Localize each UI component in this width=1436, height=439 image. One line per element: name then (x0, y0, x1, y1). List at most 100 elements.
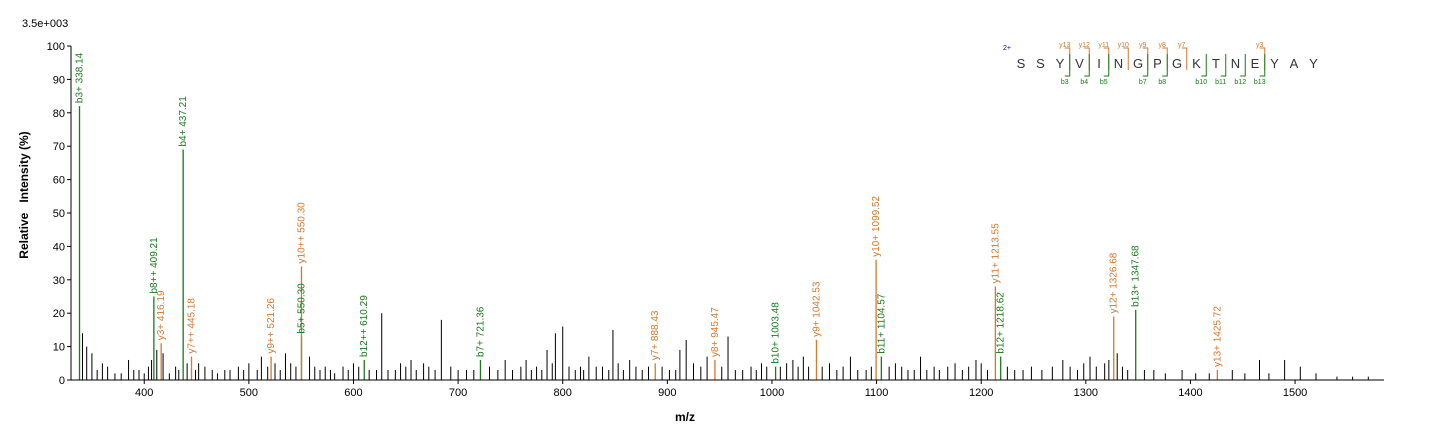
b-fragment-label: b8 (1158, 79, 1166, 86)
b-fragment-label: b13 (1254, 79, 1266, 86)
x-tick-label: 400 (135, 387, 153, 399)
y-fragment-bracket (1162, 47, 1168, 70)
y-tick-label: 80 (53, 108, 65, 120)
y-fragment-label: y3 (1256, 42, 1264, 49)
y-fragment-label: y8 (1159, 42, 1167, 49)
sequence-residue: K (1192, 56, 1201, 71)
b-fragment-bracket (1084, 54, 1090, 77)
b-fragment-bracket (1220, 54, 1227, 77)
y-fragment-bracket (1103, 47, 1110, 70)
sequence-residue: N (1231, 56, 1240, 71)
peak-label: y9++ 521.26 (266, 298, 277, 354)
y-fragment-label: y7 (1178, 42, 1186, 49)
x-tick-label: 800 (554, 387, 572, 399)
peak-label: y10++ 550.30 (296, 202, 307, 264)
sequence-residue: Y (1270, 56, 1279, 71)
intensity-scale-label: 3.5e+003 (22, 18, 68, 30)
peak-label: b10+ 1003.48 (771, 302, 782, 364)
charge-state-label: 2+ (1003, 45, 1011, 52)
x-tick-label: 700 (449, 387, 467, 399)
b-fragment-label: b3 (1061, 79, 1069, 86)
sequence-residue: Y (1309, 56, 1318, 71)
y-fragment-label: y13 (1059, 42, 1070, 49)
x-tick-label: 600 (344, 387, 362, 399)
b-fragment-label: b11 (1215, 79, 1226, 86)
peak-label: b12++ 610.29 (359, 295, 370, 357)
y-fragment-label: y10 (1118, 42, 1129, 49)
x-tick-label: 900 (658, 387, 676, 399)
y-tick-label: 60 (53, 175, 65, 187)
y-fragment-bracket (1259, 47, 1266, 70)
x-tick-label: 1000 (760, 387, 784, 399)
y-tick-label: 20 (53, 308, 65, 320)
peak-label: y3+ 416.19 (156, 290, 167, 340)
sequence-residue: T (1212, 56, 1220, 71)
peak-label: y7++ 445.18 (187, 298, 198, 354)
peak-label: y10+ 1099.52 (871, 195, 882, 256)
b-fragment-bracket (1103, 54, 1110, 77)
y-fragment-bracket (1064, 47, 1071, 70)
y-tick-label: 90 (53, 74, 65, 86)
peak-label: b12+ 1218.62 (996, 292, 1007, 354)
sequence-residue: P (1153, 56, 1162, 71)
peak-label: b8++ 409.21 (149, 237, 160, 294)
peak-layer (78, 106, 1369, 380)
sequence-residue: A (1290, 56, 1299, 71)
peak-label: y12+ 1326.68 (1109, 252, 1120, 313)
y-fragment-label: y11 (1098, 42, 1109, 49)
b-fragment-bracket (1162, 54, 1168, 77)
sequence-residue: S (1017, 56, 1026, 71)
sequence-residue: Y (1056, 56, 1065, 71)
y-fragment-label: y9 (1139, 42, 1147, 49)
sequence-residue: V (1075, 56, 1084, 71)
b-fragment-label: b12 (1234, 79, 1246, 86)
y-tick-label: 0 (59, 375, 65, 387)
peak-label: y8+ 945.47 (710, 307, 721, 357)
sequence-residue: E (1251, 56, 1260, 71)
y-tick-label: 100 (47, 41, 65, 53)
y-fragment-bracket (1181, 47, 1188, 70)
b-fragment-bracket (1259, 54, 1266, 77)
peak-label: y9+ 1042.53 (811, 281, 822, 337)
b-fragment-label: b5 (1100, 79, 1108, 86)
x-tick-label: 1400 (1178, 387, 1202, 399)
sequence-residue: G (1133, 56, 1143, 71)
peak-label: b5+ 550.30 (296, 283, 307, 334)
y-tick-label: 10 (53, 342, 65, 354)
b-fragment-bracket (1064, 54, 1071, 77)
y-fragment-bracket (1084, 47, 1090, 70)
y-tick-label: 40 (53, 241, 65, 253)
y-tick-label: 50 (53, 208, 65, 220)
y-fragment-bracket (1142, 47, 1149, 70)
x-tick-label: 1300 (1074, 387, 1098, 399)
y-fragment-label: y12 (1079, 42, 1090, 49)
b-fragment-bracket (1142, 54, 1149, 77)
peak-label: y13+ 1425.72 (1212, 306, 1223, 367)
sequence-residue: N (1114, 56, 1123, 71)
x-axis-title: m/z (675, 410, 695, 424)
x-tick-label: 1500 (1283, 387, 1307, 399)
sequence-residue: I (1097, 56, 1101, 71)
b-fragment-bracket (1201, 54, 1207, 77)
peak-label: b3+ 338.14 (75, 52, 86, 103)
y-axis-title: Relative Intensity (%) (17, 131, 31, 258)
x-tick-label: 500 (240, 387, 258, 399)
y-tick-label: 30 (53, 275, 65, 287)
y-tick-label: 70 (53, 141, 65, 153)
b-fragment-label: b10 (1195, 79, 1207, 86)
b-fragment-label: b4 (1080, 79, 1088, 86)
peak-label: y11+ 1213.55 (990, 223, 1001, 284)
b-fragment-label: b7 (1139, 79, 1147, 86)
b-fragment-bracket (1240, 54, 1246, 77)
peak-label: b4+ 437.21 (178, 96, 189, 147)
x-tick-label: 1200 (969, 387, 993, 399)
peak-label: y7+ 888.43 (650, 310, 661, 360)
peak-label: b11+ 1104.57 (876, 293, 887, 353)
sequence-residue: S (1036, 56, 1045, 71)
peak-label: b13+ 1347.68 (1131, 245, 1142, 307)
x-tick-label: 1100 (865, 387, 889, 399)
peak-label: b7+ 721.36 (475, 306, 486, 357)
